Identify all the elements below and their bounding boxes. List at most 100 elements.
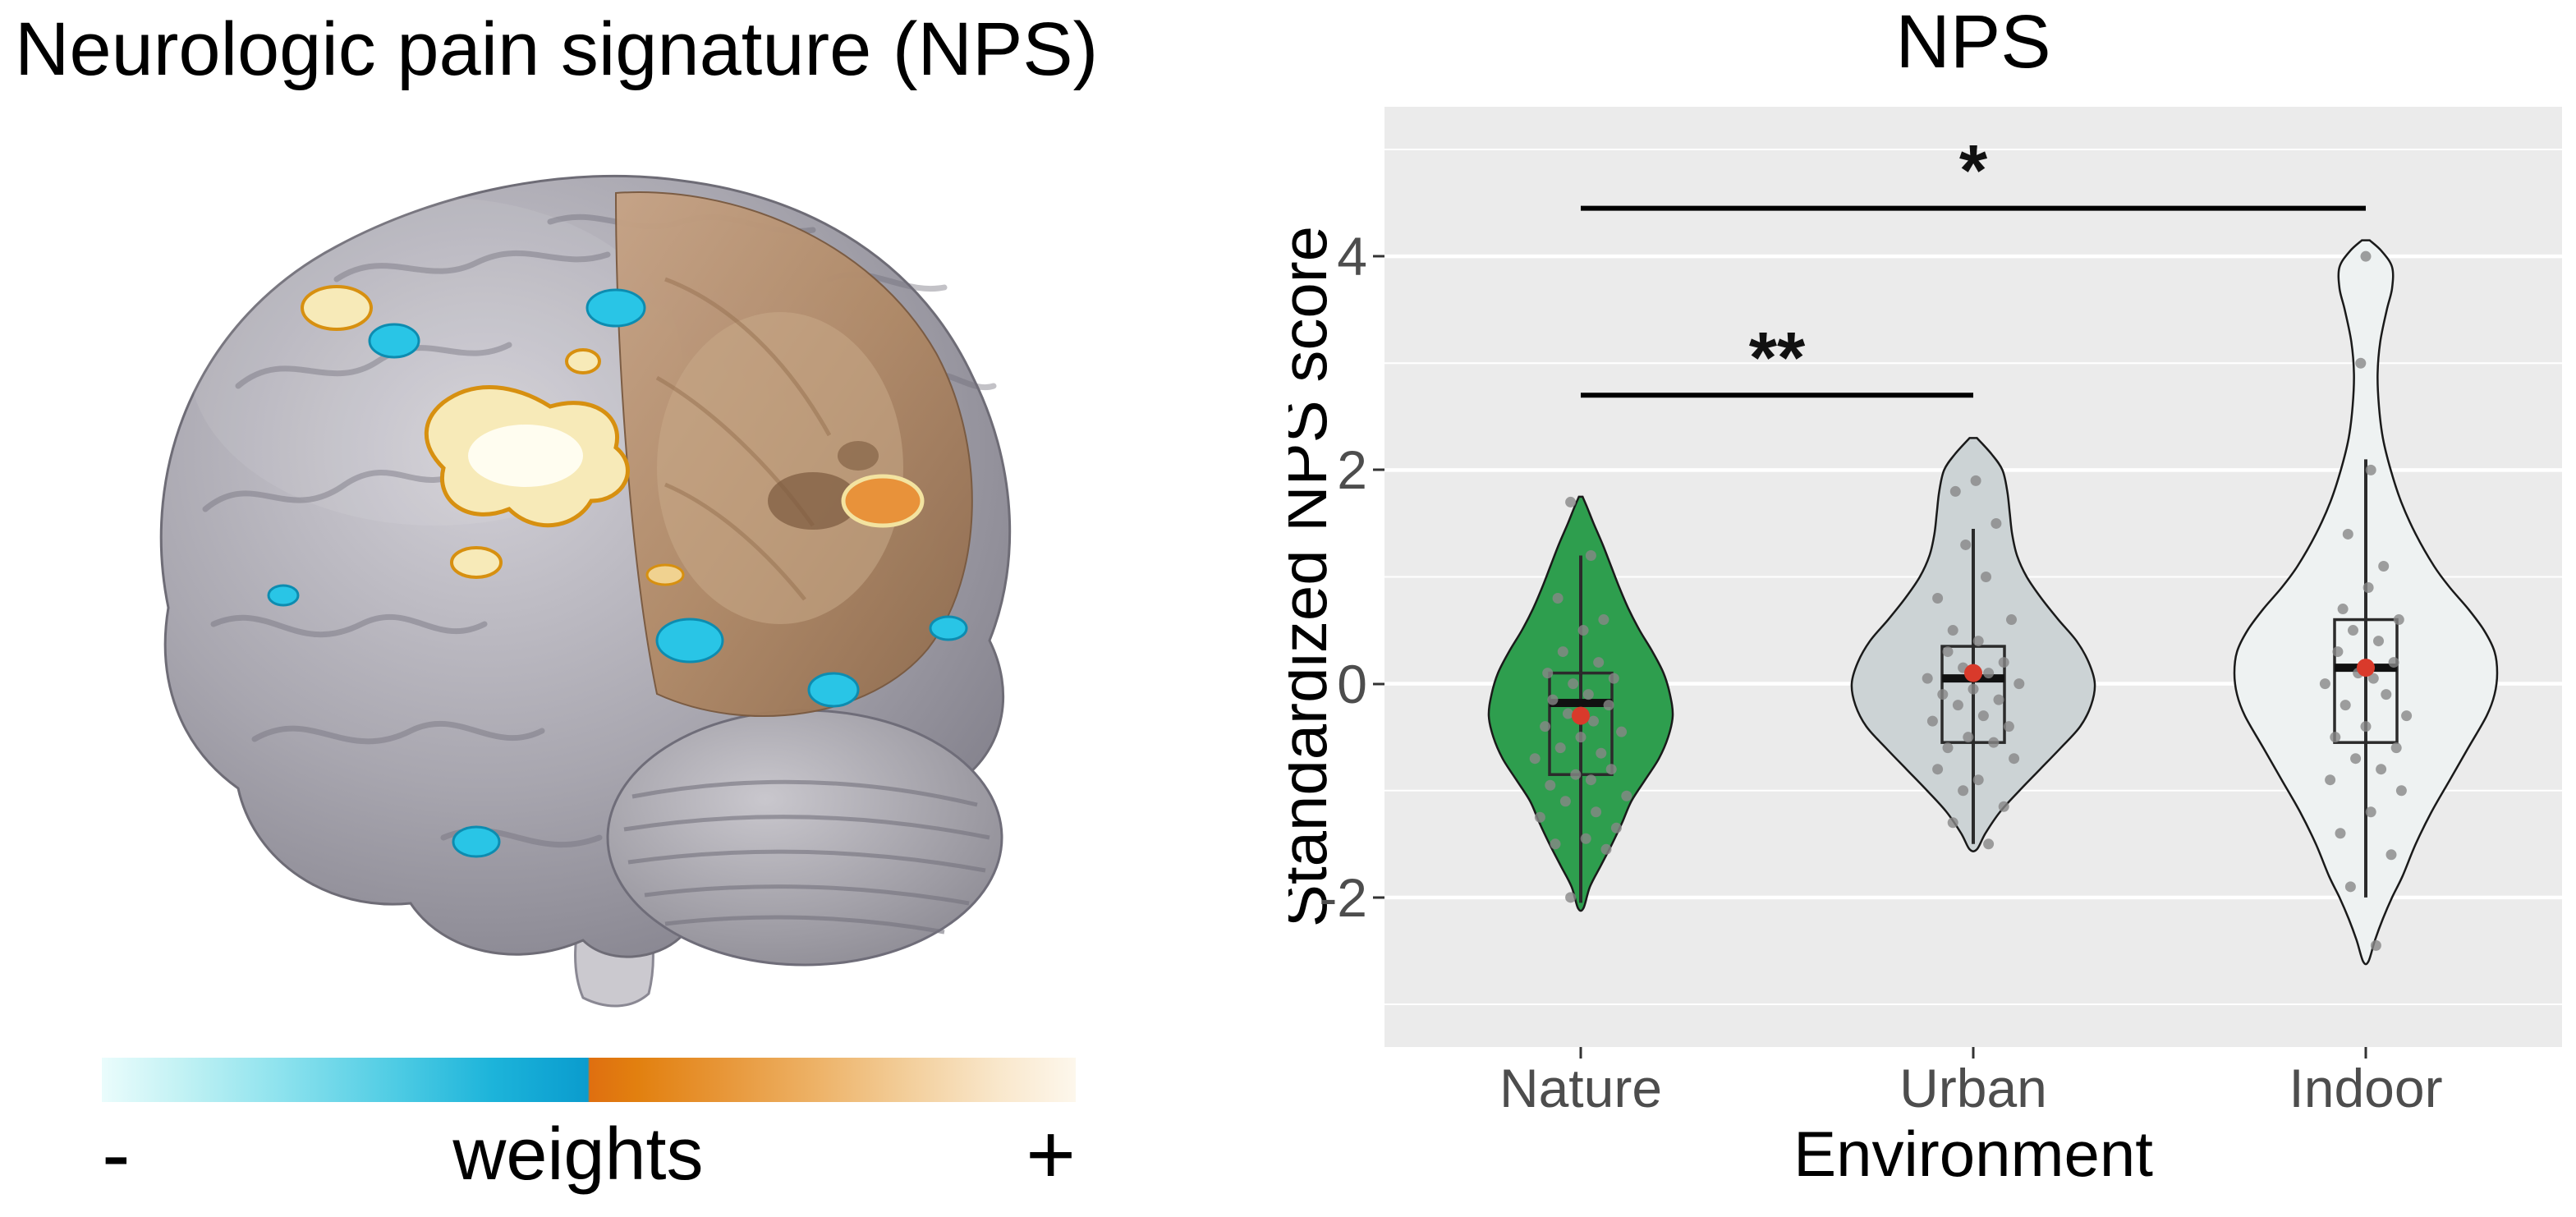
data-point-nature [1568, 678, 1579, 690]
data-point-nature [1621, 790, 1632, 801]
data-point-nature [1616, 726, 1628, 737]
y-axis-ticks [1373, 255, 1384, 899]
data-point-urban [1958, 785, 1969, 797]
x-tick-label-urban: Urban [1899, 1058, 2047, 1118]
significance-label: ** [1749, 316, 1806, 397]
mean-dot-urban [1964, 664, 1982, 682]
data-point-nature [1559, 796, 1571, 807]
data-point-urban [1998, 657, 2009, 668]
negative-weight-blobs [267, 288, 968, 858]
y-axis-title: Standardized NPS score [1288, 226, 1340, 927]
data-point-indoor [2330, 732, 2341, 743]
data-point-urban [1963, 732, 1974, 743]
data-point-nature [1600, 843, 1612, 855]
y-tick-label: -2 [1319, 867, 1367, 928]
plot-layer: *** [1384, 130, 2562, 1005]
data-point-nature [1534, 811, 1545, 823]
y-tick-label: 4 [1337, 226, 1367, 287]
box-indoor [2333, 618, 2399, 744]
data-point-urban [1968, 683, 1979, 695]
data-point-indoor [2367, 673, 2379, 684]
data-point-urban [1949, 485, 1961, 497]
data-point-urban [1952, 700, 1963, 711]
data-point-indoor [2393, 614, 2404, 626]
data-point-indoor [2373, 636, 2384, 647]
data-point-nature [1610, 822, 1622, 834]
x-tick-label-nature: Nature [1499, 1058, 1662, 1118]
data-point-indoor [2335, 828, 2346, 839]
nps-chart-panel: NPS ** * Standardized NPS score 4 2 0 -2 … [1268, 0, 2576, 1217]
data-point-urban [2003, 721, 2014, 732]
data-point-urban [1922, 673, 1933, 684]
data-point-nature [1608, 673, 1619, 684]
data-point-urban [1983, 668, 1995, 679]
data-point-indoor [2350, 753, 2362, 765]
data-point-urban [1942, 646, 1954, 658]
x-tick-label-indoor: Indoor [2289, 1058, 2442, 1118]
data-point-indoor [2388, 657, 2399, 668]
data-point-nature [1557, 646, 1568, 658]
data-point-nature [1570, 769, 1582, 780]
data-point-indoor [2362, 582, 2374, 594]
data-point-urban [1993, 694, 2004, 705]
chart-title: NPS [1895, 0, 2050, 84]
data-point-nature [1596, 747, 1607, 759]
data-point-indoor [2401, 710, 2413, 722]
data-point-urban [1932, 593, 1944, 604]
data-point-urban [1947, 817, 1958, 829]
data-point-urban [2009, 753, 2020, 765]
data-point-urban [2006, 614, 2017, 626]
data-point-indoor [2360, 250, 2372, 262]
data-point-nature [1565, 496, 1577, 507]
colorbar-title: weights [452, 1114, 704, 1196]
data-point-indoor [2340, 700, 2351, 711]
data-point-indoor [2342, 528, 2353, 540]
data-point-indoor [2365, 806, 2376, 818]
data-point-indoor [2378, 560, 2390, 572]
data-point-urban [1991, 517, 2002, 529]
data-point-nature [1550, 838, 1561, 850]
brain-render [159, 174, 1012, 1008]
data-point-urban [1926, 715, 1938, 727]
data-point-indoor [2348, 625, 2358, 636]
data-point-nature [1588, 715, 1599, 727]
data-point-nature [1605, 764, 1617, 775]
mean-dot-nature [1572, 706, 1590, 725]
data-point-indoor [2332, 646, 2344, 658]
data-point-nature [1582, 689, 1594, 700]
data-point-indoor [2360, 721, 2372, 732]
data-point-nature [1598, 614, 1609, 626]
x-axis-ticks [1579, 1047, 2367, 1059]
data-point-indoor [2370, 939, 2381, 951]
data-point-indoor [2385, 849, 2397, 861]
data-point-indoor [2381, 689, 2392, 700]
data-point-urban [1960, 539, 1972, 550]
positive-weight-blobs [301, 285, 925, 586]
cutaway-surface [614, 191, 973, 717]
data-point-indoor [2344, 881, 2356, 893]
data-point-indoor [2395, 785, 2407, 797]
data-point-nature [1575, 732, 1586, 743]
weights-colorbar [102, 1058, 1076, 1102]
data-point-indoor [2390, 742, 2402, 754]
data-point-nature [1580, 833, 1591, 844]
colorbar-min-label: - [102, 1107, 131, 1202]
data-point-urban [2014, 678, 2025, 690]
data-point-urban [1947, 625, 1958, 636]
data-point-nature [1554, 742, 1566, 754]
data-point-urban [1972, 636, 1984, 647]
data-point-urban [1942, 742, 1954, 754]
data-point-indoor [2355, 357, 2367, 369]
left-panel-title: Neurologic pain signature (NPS) [15, 7, 1099, 91]
x-axis-title: Environment [1793, 1118, 2153, 1190]
data-point-indoor [2319, 678, 2330, 690]
cerebellum [606, 709, 1003, 967]
data-point-urban [1970, 475, 1981, 486]
data-point-nature [1547, 694, 1559, 705]
data-point-urban [1972, 774, 1984, 786]
violin-chart: NPS *** Standardized NPS score 4 2 0 -2 … [1268, 0, 2562, 1190]
data-point-nature [1577, 625, 1589, 636]
data-point-nature [1565, 892, 1577, 903]
data-point-nature [1563, 708, 1573, 719]
data-point-urban [1937, 689, 1949, 700]
